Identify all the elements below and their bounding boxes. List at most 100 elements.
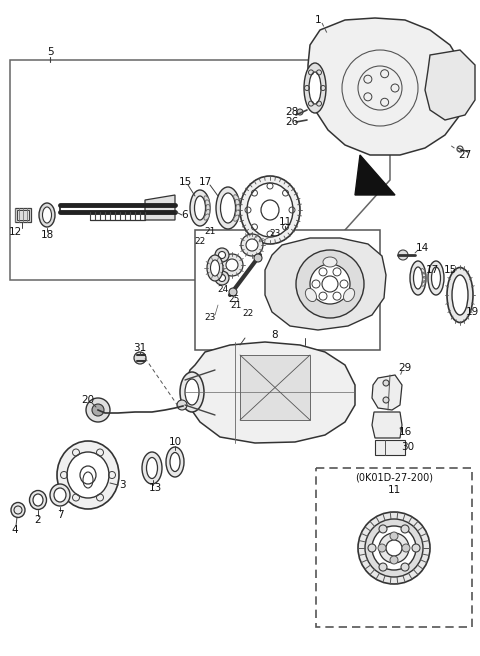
Ellipse shape	[247, 183, 293, 237]
Text: 18: 18	[40, 230, 54, 240]
Polygon shape	[265, 238, 386, 330]
Ellipse shape	[447, 268, 473, 323]
Text: 14: 14	[415, 243, 429, 253]
Text: 13: 13	[148, 483, 162, 493]
Circle shape	[412, 544, 420, 552]
Ellipse shape	[386, 540, 402, 556]
Text: 1: 1	[315, 15, 321, 25]
Ellipse shape	[218, 251, 226, 258]
Circle shape	[383, 380, 389, 386]
Ellipse shape	[204, 214, 209, 220]
Ellipse shape	[452, 275, 468, 315]
FancyBboxPatch shape	[316, 468, 472, 627]
Text: 31: 31	[133, 343, 146, 353]
Text: 21: 21	[204, 228, 216, 237]
Polygon shape	[10, 60, 390, 280]
Circle shape	[379, 525, 387, 533]
Ellipse shape	[428, 261, 444, 295]
Text: 27: 27	[458, 150, 472, 160]
Ellipse shape	[390, 532, 398, 540]
Ellipse shape	[216, 187, 240, 229]
Text: 10: 10	[168, 437, 181, 447]
Ellipse shape	[323, 257, 337, 267]
Polygon shape	[355, 155, 395, 195]
Ellipse shape	[304, 63, 326, 113]
Ellipse shape	[372, 526, 416, 570]
Ellipse shape	[194, 196, 205, 220]
Ellipse shape	[390, 556, 398, 564]
Text: 15: 15	[444, 265, 456, 275]
Circle shape	[401, 563, 409, 571]
Ellipse shape	[344, 289, 355, 302]
Ellipse shape	[50, 484, 70, 506]
Ellipse shape	[378, 544, 386, 552]
Ellipse shape	[305, 289, 316, 302]
Ellipse shape	[235, 210, 240, 216]
Ellipse shape	[11, 502, 25, 518]
Text: 11: 11	[387, 485, 401, 495]
Ellipse shape	[146, 457, 157, 478]
Text: 23: 23	[204, 314, 216, 323]
Text: 25: 25	[228, 295, 240, 304]
Ellipse shape	[207, 255, 223, 281]
Ellipse shape	[413, 267, 422, 289]
Ellipse shape	[309, 72, 321, 104]
Ellipse shape	[402, 544, 410, 552]
Ellipse shape	[29, 491, 47, 510]
Ellipse shape	[180, 372, 204, 412]
Polygon shape	[145, 195, 175, 220]
Text: 12: 12	[8, 227, 22, 237]
Text: 3: 3	[119, 480, 125, 490]
Text: 26: 26	[286, 117, 299, 127]
Ellipse shape	[221, 254, 243, 276]
Ellipse shape	[206, 205, 210, 211]
Text: 6: 6	[182, 210, 188, 220]
Polygon shape	[240, 355, 310, 420]
Polygon shape	[185, 342, 355, 443]
Ellipse shape	[234, 215, 239, 221]
Circle shape	[177, 400, 187, 410]
Text: 16: 16	[398, 427, 412, 437]
Bar	[375, 440, 405, 455]
Ellipse shape	[204, 196, 209, 202]
Circle shape	[383, 397, 389, 403]
Text: 11: 11	[278, 217, 292, 227]
Bar	[15, 208, 31, 222]
Ellipse shape	[218, 274, 226, 281]
Text: 7: 7	[57, 510, 63, 520]
Ellipse shape	[358, 512, 430, 584]
Ellipse shape	[33, 494, 43, 506]
Polygon shape	[372, 412, 402, 438]
Text: 15: 15	[179, 177, 192, 187]
Ellipse shape	[205, 209, 210, 216]
Circle shape	[368, 544, 376, 552]
Ellipse shape	[205, 200, 210, 207]
Text: 28: 28	[286, 107, 299, 117]
Ellipse shape	[54, 488, 66, 502]
Circle shape	[379, 563, 387, 571]
Text: 22: 22	[242, 308, 253, 318]
Ellipse shape	[211, 260, 219, 276]
Ellipse shape	[410, 261, 426, 295]
Text: 21: 21	[230, 300, 242, 310]
Circle shape	[401, 525, 409, 533]
Text: 29: 29	[398, 363, 412, 373]
Circle shape	[254, 254, 262, 262]
Text: 24: 24	[217, 285, 228, 295]
Text: 17: 17	[198, 177, 212, 187]
Ellipse shape	[170, 453, 180, 472]
Ellipse shape	[379, 533, 409, 563]
Ellipse shape	[365, 519, 423, 577]
Text: 8: 8	[272, 330, 278, 340]
Text: 17: 17	[425, 265, 439, 275]
Ellipse shape	[220, 193, 236, 223]
Ellipse shape	[241, 234, 263, 256]
Circle shape	[297, 109, 303, 115]
Text: 5: 5	[47, 47, 53, 57]
Ellipse shape	[43, 207, 51, 223]
Circle shape	[310, 264, 350, 304]
Ellipse shape	[185, 379, 199, 405]
Circle shape	[398, 250, 408, 260]
Ellipse shape	[190, 190, 210, 226]
Polygon shape	[308, 18, 465, 155]
